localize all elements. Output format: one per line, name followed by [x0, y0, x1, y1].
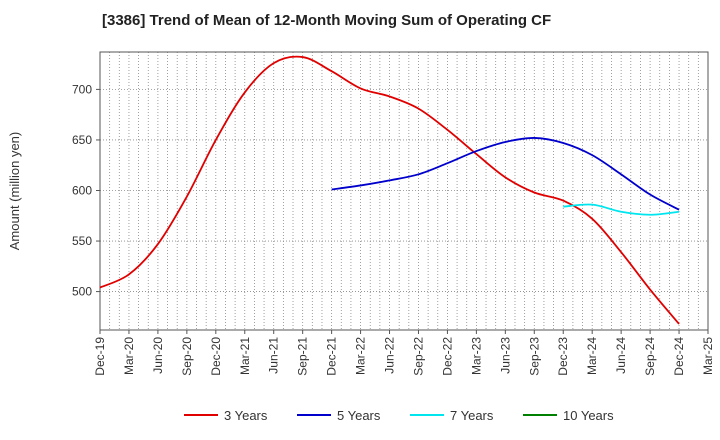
legend-label-7-years: 7 Years	[450, 408, 494, 423]
legend-label-10-years: 10 Years	[563, 408, 614, 423]
x-tick-label: Jun-24	[614, 337, 628, 374]
x-tick-label: Dec-22	[440, 337, 454, 376]
y-tick-label: 650	[72, 133, 92, 147]
x-tick-label: Mar-22	[354, 337, 368, 375]
x-tick-label: Jun-20	[151, 337, 165, 374]
x-tick-label: Mar-24	[585, 337, 599, 375]
series-line-3-years	[99, 55, 680, 325]
x-tick-label: Sep-22	[411, 337, 425, 376]
grid	[100, 52, 708, 330]
legend-label-5-years: 5 Years	[337, 408, 381, 423]
chart-title: [3386] Trend of Mean of 12-Month Moving …	[102, 12, 552, 29]
x-axis: Dec-19 Mar-20 Jun-20 Sep-20 Dec-20 Mar-21 Jun-…	[93, 330, 715, 376]
y-tick-label: 500	[72, 285, 92, 299]
x-tick-label: Dec-20	[209, 337, 223, 376]
x-tick-label: Mar-25	[701, 337, 715, 375]
x-tick-label: Mar-21	[238, 337, 252, 375]
y-tick-label: 700	[72, 82, 92, 96]
x-tick-label: Sep-23	[527, 337, 541, 376]
x-tick-label: Dec-24	[672, 337, 686, 376]
y-tick-label: 600	[72, 183, 92, 197]
y-tick-label: 550	[72, 234, 92, 248]
series-line-5-years	[331, 137, 680, 211]
y-axis: 500 550 600 650 700	[72, 82, 100, 299]
x-tick-label: Jun-21	[267, 337, 281, 374]
plot-area	[99, 51, 709, 331]
x-tick-label: Dec-21	[325, 337, 339, 376]
x-tick-label: Sep-20	[180, 337, 194, 376]
x-tick-label: Jun-23	[498, 337, 512, 374]
series-group	[99, 55, 680, 325]
x-tick-label: Sep-24	[643, 337, 657, 376]
x-tick-label: Jun-22	[383, 337, 397, 374]
legend-label-3-years: 3 Years	[224, 408, 268, 423]
series-line-7-years	[563, 203, 680, 216]
legend: 3 Years 5 Years 7 Years 10 Years	[184, 408, 614, 423]
x-tick-label: Sep-21	[296, 337, 310, 376]
x-tick-label: Dec-23	[556, 337, 570, 376]
x-tick-label: Mar-23	[469, 337, 483, 375]
x-tick-label: Mar-20	[122, 337, 136, 375]
x-tick-label: Dec-19	[93, 337, 107, 376]
y-axis-label: Amount (million yen)	[7, 132, 22, 251]
